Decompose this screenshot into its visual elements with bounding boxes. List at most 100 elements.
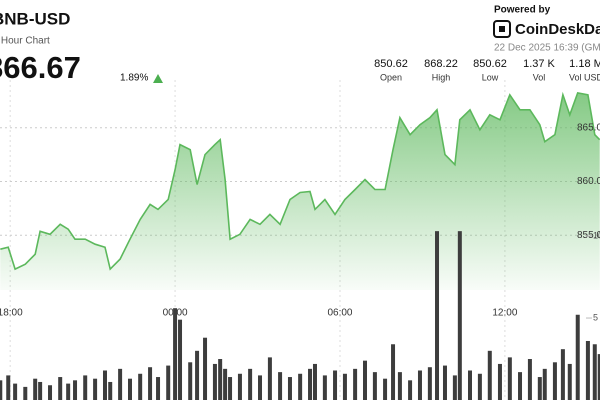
volume-bar <box>23 386 28 400</box>
stat-value: 850.62 <box>374 58 408 70</box>
volume-bar <box>518 372 523 400</box>
volume-bar <box>118 368 123 400</box>
logo-icon-inner <box>499 26 505 32</box>
volume-bar <box>308 368 313 400</box>
volume-bar <box>487 350 492 400</box>
volume-bar <box>0 380 3 400</box>
powered-by: Powered by <box>494 5 551 16</box>
volume-bar <box>278 372 283 400</box>
volume-bar <box>128 378 133 400</box>
volume-bar <box>188 362 193 400</box>
volume-bar <box>353 368 358 400</box>
volume-bar <box>267 357 272 400</box>
volume-bar <box>156 377 161 400</box>
y-tick-label: 865.00 <box>577 122 600 133</box>
volume-bar <box>38 381 43 400</box>
x-tick-label: 12:00 <box>492 308 517 319</box>
stat-label: High <box>432 72 451 82</box>
volume-bar <box>397 372 402 400</box>
volume-bar <box>258 375 263 400</box>
volume-bar <box>592 344 597 400</box>
volume-bar <box>195 350 200 400</box>
volume-bar <box>442 365 447 400</box>
volume-bar <box>342 373 347 400</box>
price-line <box>0 91 600 271</box>
volume-bar <box>102 370 107 400</box>
brand: CoinDeskData <box>515 21 600 38</box>
volume-bar <box>457 231 462 400</box>
volume-bar <box>13 383 18 400</box>
volume-bar <box>312 363 317 400</box>
volume-bar <box>93 378 98 400</box>
x-tick-label: 18:00 <box>0 308 23 319</box>
volume-bar <box>237 373 242 400</box>
volume-bar <box>408 380 413 400</box>
volume-bar <box>178 319 183 400</box>
logo-icon <box>493 20 511 38</box>
y-tick-label: 855.00 <box>577 230 600 241</box>
volume-bar <box>108 381 113 400</box>
y2-tick-label: 10 <box>593 230 600 240</box>
volume-bar <box>228 377 233 400</box>
price: 866.67 <box>0 50 81 85</box>
volume-bar <box>298 373 303 400</box>
volume-bar <box>452 375 457 400</box>
stat-value: 850.62 <box>473 58 507 70</box>
volume-bar <box>33 378 38 400</box>
volume-bar <box>6 375 11 400</box>
volume-bar <box>83 375 88 400</box>
volume-bar <box>372 372 377 400</box>
volume-bar <box>585 340 590 400</box>
volume-bar <box>248 368 253 400</box>
subtitle: 24 Hour Chart <box>0 36 50 47</box>
header: BNB-USD 24 Hour Chart 866.67 1.89% Power… <box>0 5 600 86</box>
volume-bar <box>467 370 472 400</box>
stat-value: 868.22 <box>424 58 458 70</box>
stat-label: Open <box>380 72 402 82</box>
y2-tick-label: 5 <box>593 312 598 322</box>
up-arrow <box>153 74 163 83</box>
volume-bar <box>560 349 565 400</box>
y-tick-label: 860.00 <box>577 176 600 187</box>
volume-bar <box>218 359 223 400</box>
stat-label: Vol <box>533 72 546 82</box>
change: 1.89% <box>120 73 148 84</box>
volume-bar <box>427 367 432 400</box>
volume-bar <box>48 385 53 400</box>
plot: 18:0000:0006:0012:00855.00860.00865.0051… <box>0 80 600 400</box>
volume-bar <box>567 363 572 400</box>
volume-bar <box>166 365 171 400</box>
volume-bar <box>322 375 327 400</box>
volume-bar <box>391 344 396 400</box>
stat-label: Vol USD <box>569 72 600 82</box>
timestamp: 22 Dec 2025 16:39 (GMT) <box>494 43 600 54</box>
volume-bar <box>507 357 512 400</box>
volume-bar <box>58 377 63 400</box>
volume-bar <box>212 363 217 400</box>
volume-bar <box>537 377 542 400</box>
volume-bar <box>477 373 482 400</box>
volume-bar <box>287 377 292 400</box>
volume-bar <box>333 370 338 400</box>
volume-bar <box>435 231 440 400</box>
stat-label: Low <box>482 72 499 82</box>
volume-bar <box>138 373 143 400</box>
volume-bar <box>552 362 557 400</box>
volume-bar <box>575 314 580 400</box>
volume-bar <box>203 337 208 400</box>
volume-bar <box>363 360 368 400</box>
volume-bar <box>223 368 228 400</box>
volume-bar <box>417 370 422 400</box>
volume-bar <box>66 383 71 400</box>
volume-bar <box>527 359 532 400</box>
x-tick-label: 06:00 <box>327 308 352 319</box>
volume-bar <box>597 354 600 400</box>
stat-value: 1.37 K <box>523 58 555 70</box>
volume-bar <box>73 380 78 400</box>
volume-bar <box>497 363 502 400</box>
volume-bar <box>173 308 178 400</box>
symbol: BNB-USD <box>0 9 70 28</box>
volume-bar <box>542 368 547 400</box>
stat-value: 1.18 M <box>569 58 600 70</box>
